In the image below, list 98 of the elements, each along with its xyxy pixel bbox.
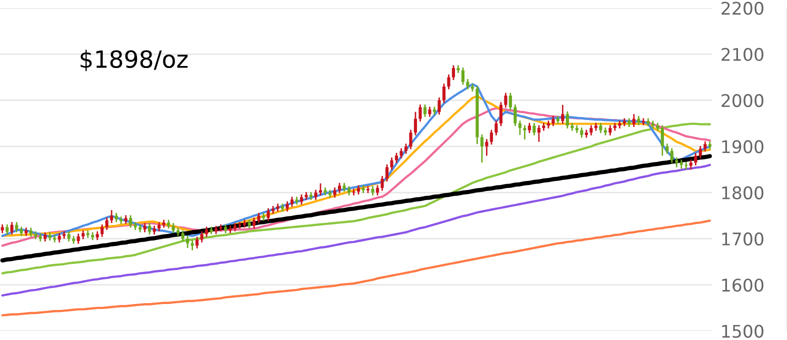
candlestick bbox=[390, 156, 394, 171]
candlestick bbox=[196, 236, 199, 250]
y-tick-label: 2000 bbox=[722, 94, 764, 108]
candlestick bbox=[532, 122, 536, 136]
candlestick bbox=[423, 104, 427, 118]
y-tick-label: 1600 bbox=[722, 278, 764, 292]
candlestick bbox=[290, 196, 294, 208]
candlestick bbox=[385, 164, 389, 182]
candlestick bbox=[438, 96, 441, 116]
candlestick bbox=[286, 200, 289, 212]
candlestick bbox=[380, 175, 384, 192]
candlestick bbox=[466, 78, 470, 90]
line-series bbox=[1, 122, 711, 274]
candlestick bbox=[490, 129, 493, 146]
candlestick bbox=[523, 124, 526, 140]
candlestick bbox=[514, 104, 517, 127]
candlestick bbox=[404, 142, 408, 155]
candlestick bbox=[418, 104, 422, 122]
candlestick bbox=[504, 92, 508, 108]
candlestick bbox=[480, 134, 484, 164]
annotation: $1898/oz bbox=[80, 50, 188, 72]
candlestick bbox=[252, 216, 256, 230]
candlestick bbox=[352, 188, 356, 196]
candlestick bbox=[205, 226, 208, 238]
candlestick bbox=[20, 226, 23, 237]
candlestick bbox=[338, 182, 342, 194]
candlestick bbox=[499, 101, 502, 127]
candlestick bbox=[400, 148, 403, 160]
candlestick bbox=[29, 226, 32, 238]
candlestick bbox=[257, 212, 260, 224]
candlestick bbox=[314, 189, 318, 201]
candlestick bbox=[518, 120, 522, 136]
line-series bbox=[1, 220, 711, 316]
candlestick bbox=[266, 208, 270, 222]
candlestick bbox=[300, 194, 304, 206]
candlestick bbox=[637, 115, 640, 126]
y-tick-label: 2100 bbox=[722, 48, 764, 61]
line-series bbox=[1, 164, 711, 297]
y-tick-label: 1500 bbox=[722, 324, 764, 338]
candlestick bbox=[100, 224, 104, 238]
candlestick bbox=[632, 113, 636, 128]
y-tick-label: 1700 bbox=[722, 232, 764, 246]
candlestick bbox=[181, 230, 184, 242]
candlestick bbox=[608, 124, 612, 136]
candlestick bbox=[442, 82, 446, 104]
candlestick bbox=[447, 74, 450, 90]
candlestick bbox=[371, 185, 374, 196]
candlestick bbox=[67, 230, 70, 242]
candlestick bbox=[114, 212, 118, 223]
candlestick bbox=[561, 104, 564, 125]
candlestick bbox=[494, 120, 498, 136]
candlestick bbox=[660, 124, 664, 156]
y-tick-label: 2200 bbox=[722, 2, 764, 15]
candlestick bbox=[394, 152, 398, 164]
candlestick bbox=[508, 92, 512, 111]
candlestick bbox=[599, 122, 602, 134]
candlestick bbox=[566, 110, 569, 130]
candlestick bbox=[129, 214, 132, 228]
candlestick bbox=[333, 186, 336, 198]
candlestick bbox=[148, 222, 152, 236]
candlestick bbox=[528, 122, 531, 134]
candlestick bbox=[15, 221, 18, 233]
candlestick bbox=[552, 115, 555, 127]
candlestick bbox=[590, 124, 593, 136]
candlestick bbox=[44, 232, 47, 242]
candlestick bbox=[158, 221, 161, 232]
candlestick bbox=[694, 152, 698, 166]
candlestick bbox=[10, 221, 14, 236]
candlestick bbox=[428, 106, 432, 118]
candlestick bbox=[698, 145, 702, 160]
candlestick bbox=[452, 64, 455, 81]
candlestick bbox=[58, 232, 61, 244]
y-tick-label: 1900 bbox=[722, 140, 764, 154]
candlestick bbox=[409, 129, 412, 150]
y-tick-label: 1800 bbox=[722, 186, 764, 200]
candlestick bbox=[143, 222, 146, 233]
candlestick bbox=[485, 138, 488, 156]
candlestick bbox=[414, 111, 418, 136]
candlestick bbox=[356, 184, 360, 196]
candlestick bbox=[461, 66, 464, 86]
candlestick bbox=[110, 209, 114, 224]
candlestick bbox=[537, 124, 540, 143]
candlestick bbox=[684, 161, 688, 170]
candlestick bbox=[376, 184, 380, 196]
candlestick bbox=[347, 185, 351, 196]
candlestick bbox=[105, 216, 108, 231]
candlestick bbox=[186, 235, 190, 249]
candlestick bbox=[580, 126, 584, 138]
candlestick bbox=[200, 230, 204, 244]
line-series bbox=[0, 154, 712, 262]
candlestick bbox=[238, 221, 242, 230]
candlestick bbox=[670, 148, 674, 164]
candlestick bbox=[666, 142, 669, 155]
candlestick bbox=[689, 159, 692, 170]
candlestick bbox=[704, 140, 707, 152]
candlestick bbox=[6, 224, 9, 236]
candlestick bbox=[76, 232, 80, 244]
candlestick bbox=[172, 222, 175, 234]
